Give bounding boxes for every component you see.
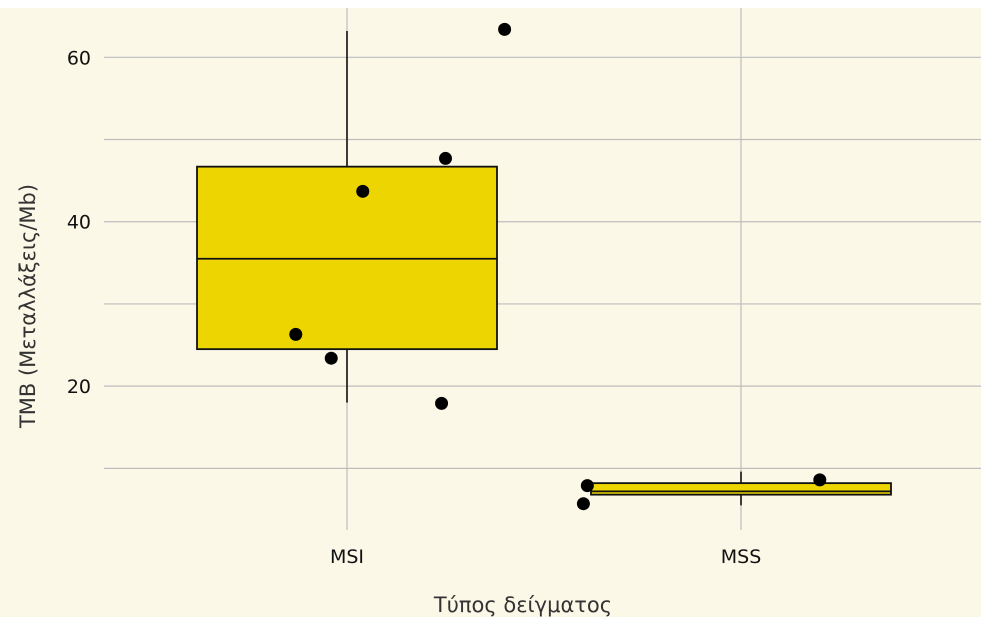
data-point [439, 151, 452, 165]
y-tick-label: 20 [67, 376, 91, 398]
box-iqr [590, 482, 892, 496]
x-axis-ticks: MSI MSS [330, 546, 761, 568]
data-point [498, 22, 512, 36]
y-tick-label: 40 [67, 212, 91, 234]
points-layer [289, 22, 827, 511]
y-axis-ticks: 20 40 60 [67, 47, 91, 398]
x-axis-title: Τύπος δείγματος [433, 593, 612, 617]
data-point [356, 184, 370, 198]
y-axis-title: TMB (Μεταλλάξεις/Mb) [16, 184, 40, 429]
x-tick-label: MSI [330, 546, 364, 568]
boxes-layer [196, 31, 892, 506]
data-point [813, 473, 827, 487]
data-point [324, 351, 338, 365]
data-point [580, 479, 594, 493]
y-tick-label: 60 [67, 47, 91, 69]
x-tick-label: MSS [721, 546, 762, 568]
data-point [435, 396, 449, 410]
data-point [289, 327, 303, 341]
box-msi [196, 31, 498, 403]
data-point [576, 497, 590, 511]
